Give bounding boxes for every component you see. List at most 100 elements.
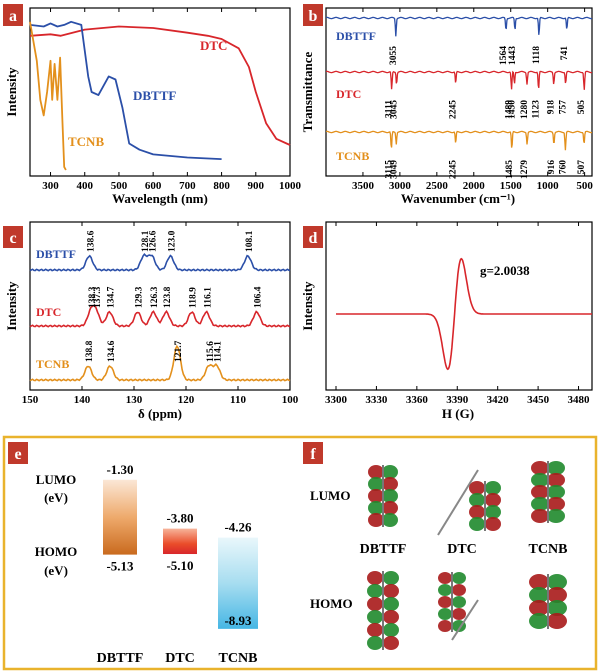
orbital-dbttf-lumo-lobe-1-r (382, 477, 398, 491)
panel-c-peak-label-dbttf-123: 123.0 (167, 230, 177, 252)
panel-b-peak-label-dtc-1450: 1450 (507, 100, 517, 119)
panel-c-peak-label-tcnb-115.6: 115.6 (206, 341, 216, 362)
panel-f-label-bg (303, 442, 323, 464)
panel-a-series-dtc (29, 25, 291, 146)
orbital-dbttf-homo-lobe-4-l (367, 623, 383, 637)
panel-e-label: e (14, 446, 21, 463)
panel-d: d 3300 3330 3360 3390 3420 3450 3480 Intensity… (300, 221, 593, 421)
panel-b-peak-label-dbttf-1564: 1564 (499, 46, 509, 65)
panel-e-bar-dbttf (103, 479, 137, 555)
panel-f-label: f (310, 446, 316, 463)
panel-e-bar-tcnb (218, 537, 258, 629)
panel-c-peak-label-dtc-118.9: 118.9 (189, 287, 199, 308)
panel-f-col-dbttf: DBTTF (360, 542, 407, 557)
panel-e-homo-value-tcnb: -8.93 (224, 613, 252, 628)
orbital-dbttf-homo-lobe-1-l (367, 584, 383, 598)
orbital-dbttf-lumo-lobe-2-l (368, 489, 384, 503)
panel-d-tick-label-3420: 3420 (487, 394, 510, 406)
bottom-frame (2, 435, 598, 671)
panel-b-tick-label-1000: 1000 (537, 180, 560, 192)
panel-b-peak-label-dbttf-3055: 3055 (389, 46, 399, 65)
panel-a-label: a (9, 8, 17, 25)
panel-b-xlabel: Wavenumber (cm⁻¹) (401, 191, 515, 206)
orbital-tcnb-homo-lobe-0-r (547, 574, 567, 590)
panel-c-tick-label-140: 140 (74, 394, 91, 406)
panel-b-peak-label-dtc-3045: 3045 (390, 100, 400, 119)
orbital-tcnb-homo-lobe-2-r (547, 600, 567, 616)
panel-a-tick-label-700: 700 (179, 180, 196, 192)
orbital-dtc-lumo-lobe-1-l (469, 493, 485, 507)
orbital-dbttf-lumo-lobe-3-r (382, 501, 398, 515)
panel-f-orbitals (367, 461, 567, 650)
panel-b-tick-label-500: 500 (576, 180, 593, 192)
orbital-dtc-homo-lobe-4-l (438, 620, 452, 632)
panel-c-legend-dbttf: DBTTF (36, 247, 76, 261)
panel-b-tick-label-1500: 1500 (500, 180, 523, 192)
orbital-dtc-lumo-lobe-2-r (485, 505, 501, 519)
panel-d-plot (336, 257, 592, 371)
panel-c-frame (29, 221, 291, 391)
panel-b-tick-label-3000: 3000 (389, 180, 412, 192)
panel-e-homo-value-dbttf: -5.13 (106, 559, 134, 574)
panel-b-label-bg (303, 4, 323, 26)
orbital-tcnb-lumo-lobe-4-r (547, 509, 565, 523)
orbital-tcnb-lumo-lobe-3-l (531, 497, 549, 511)
panel-b-peak-label-dtc-1280: 1280 (520, 100, 530, 119)
panel-c-peak-label-dtc-116.1: 116.1 (203, 287, 213, 308)
panel-c-series-dtc (29, 304, 291, 328)
orbital-dbttf-lumo-lobe-4-r (382, 513, 398, 527)
orbital-tcnb-homo-lobe-3-r (547, 613, 567, 629)
panel-e-lumo-value-tcnb: -4.26 (224, 520, 252, 535)
orbital-dtc-lumo-lobe-0-l (469, 481, 485, 495)
panel-c-tick-label-100: 100 (282, 394, 299, 406)
orbital-dbttf-lumo-lobe-0-r (382, 465, 398, 479)
orbital-dtc-homo-lobe-1-l (438, 584, 452, 596)
panel-e-lumo-value-dtc: -3.80 (166, 511, 193, 526)
orbital-dbttf-homo-lobe-2-r (383, 597, 399, 611)
panel-e-lumo-unit: (eV) (44, 490, 68, 505)
panel-a-ticks: 300 400 500 600 700 800 900 1000 (42, 8, 302, 192)
panel-a-tick-label-800: 800 (213, 180, 230, 192)
panel-c-peak-label-dtc-126.3: 126.3 (150, 286, 160, 308)
panel-d-frame (325, 221, 593, 391)
panel-c-peak-label-tcnb-134.6: 134.6 (107, 340, 117, 362)
panel-b-peak-label-dbttf-1443: 1443 (508, 46, 518, 65)
panel-c-peak-label-dbttf-128.1: 128.1 (141, 230, 151, 252)
orbital-tcnb-lumo-lobe-4-l (531, 509, 549, 523)
panel-c-ylabel: Intensity (4, 281, 19, 331)
panel-d-ticks: 3300 3330 3360 3390 3420 3450 3480 (325, 222, 590, 406)
orbital-dbttf-homo-lobe-0-l (367, 571, 383, 585)
panel-b-peak-label-tcnb-1279: 1279 (520, 160, 530, 179)
panel-c-peak-label-dbttf-138.6: 138.6 (86, 230, 96, 252)
panel-a-xlabel: Wavelength (nm) (112, 191, 208, 206)
panel-b-tick-label-2500: 2500 (426, 180, 449, 192)
panel-e-homo-unit: (eV) (44, 563, 68, 578)
orbital-tcnb-homo-lobe-0-l (529, 574, 549, 590)
panel-d-tick-label-3390: 3390 (446, 394, 469, 406)
panel-b-peak-label-tcnb-1485: 1485 (505, 160, 515, 179)
panel-b-peak-label-dbttf-1118: 1118 (532, 46, 542, 64)
panel-c-peak-label-dtc-138.3: 138.3 (88, 286, 98, 308)
panel-b-series-dbttf (325, 16, 593, 37)
panel-f-row-lumo: LUMO (310, 488, 350, 503)
orbital-dbttf-lumo-lobe-4-l (368, 513, 384, 527)
panel-c-legend-tcnb: TCNB (36, 357, 69, 371)
orbital-dtc-homo-lobe-0-l (438, 572, 452, 584)
orbital-tcnb-homo-lobe-3-l (529, 613, 549, 629)
orbital-tcnb-lumo-lobe-1-l (531, 473, 549, 487)
orbital-dtc-homo-lobe-3-r (452, 608, 466, 620)
orbital-dtc-lumo-lobe-0-r (485, 481, 501, 495)
orbital-dbttf-homo-lobe-4-r (383, 623, 399, 637)
orbital-tcnb-lumo-lobe-2-r (547, 485, 565, 499)
orbital-tcnb-lumo-lobe-3-r (547, 497, 565, 511)
panel-e-lumo-axis: LUMO (36, 472, 76, 487)
orbital-tcnb-lumo-lobe-0-l (531, 461, 549, 475)
orbital-dtc-homo-lobe-0-r (452, 572, 466, 584)
panel-a-tick-label-1000: 1000 (279, 180, 302, 192)
panel-f-col-tcnb: TCNB (529, 542, 568, 557)
panel-e-category-dtc: DTC (165, 651, 195, 666)
panel-b-legend-dbttf: DBTTF (336, 29, 376, 43)
panel-c-tick-label-150: 150 (22, 394, 39, 406)
panel-c-xlabel: δ (ppm) (138, 406, 182, 421)
